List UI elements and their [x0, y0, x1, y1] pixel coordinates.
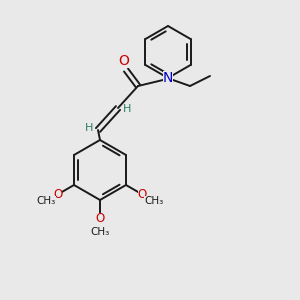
Text: H: H — [85, 123, 93, 133]
Text: O: O — [53, 188, 62, 201]
Text: O: O — [138, 188, 147, 201]
Text: CH₃: CH₃ — [144, 196, 163, 206]
Text: CH₃: CH₃ — [37, 196, 56, 206]
Text: N: N — [163, 71, 173, 85]
Text: CH₃: CH₃ — [90, 227, 110, 237]
Text: O: O — [95, 212, 105, 226]
Text: O: O — [118, 54, 129, 68]
Text: H: H — [123, 104, 131, 114]
